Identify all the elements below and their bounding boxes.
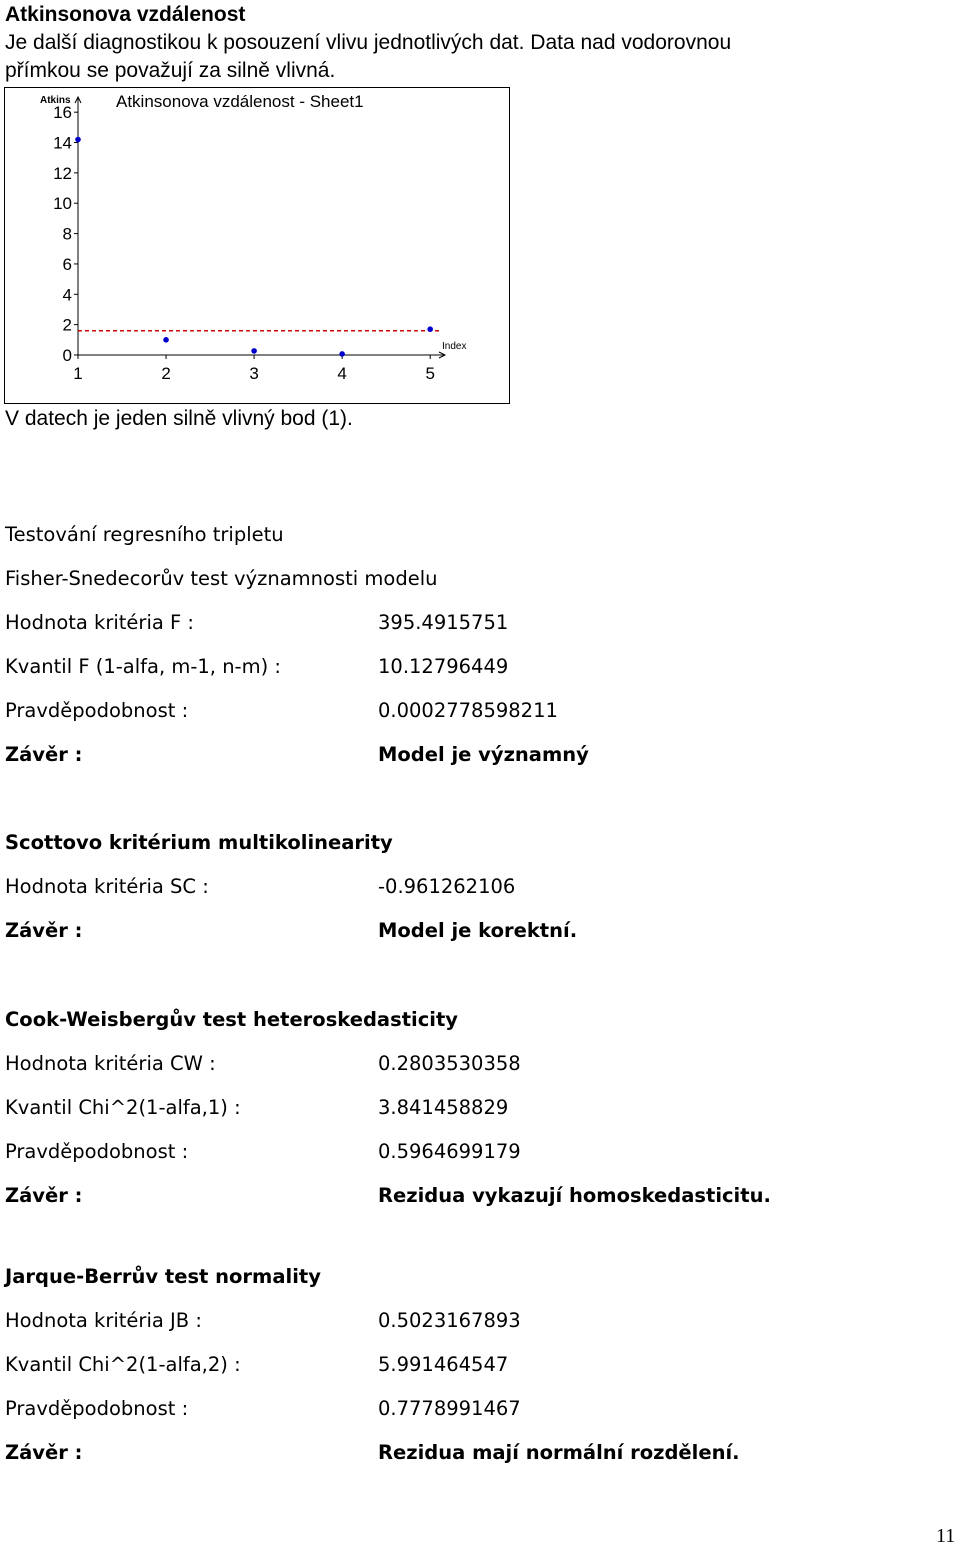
section-title: Fisher-Snedecorův test významnosti model… [5, 567, 438, 590]
point [251, 348, 257, 354]
intro-line: Je další diagnostikou k posouzení vlivu … [5, 31, 732, 54]
chart: Atkinsonova vzdálenost - Sheet1 Atkins Ind… [4, 87, 510, 404]
row-label: Hodnota kritéria SC : [5, 875, 209, 898]
page-number: 11 [936, 1525, 956, 1547]
point [339, 351, 345, 357]
row-value: 0.5964699179 [378, 1140, 521, 1163]
row-label: Kvantil Chi^2(1-alfa,1) : [5, 1096, 241, 1119]
row-label: Kvantil Chi^2(1-alfa,2) : [5, 1353, 241, 1376]
row-value: 0.0002778598211 [378, 699, 558, 722]
y-tick-label: 10 [53, 194, 72, 213]
row-label: Závěr : [5, 919, 83, 942]
heading: Atkinsonova vzdálenost [5, 3, 246, 26]
x-tick-label: 1 [73, 364, 82, 383]
x-tick-label: 5 [425, 364, 434, 383]
intro-line: přímkou se považují za silně vlivná. [5, 59, 336, 82]
row-value: 3.841458829 [378, 1096, 509, 1119]
row-value: 0.7778991467 [378, 1397, 521, 1420]
section-title: Jarque-Berrův test normality [5, 1265, 321, 1288]
y-tick-label: 2 [63, 316, 72, 335]
y-tick-label: 14 [53, 134, 72, 153]
y-axis-label: Atkins [40, 95, 71, 106]
point [427, 326, 433, 332]
row-label: Pravděpodobnost : [5, 699, 189, 722]
x-axis-label: Index [442, 341, 466, 352]
row-value: 395.4915751 [378, 611, 509, 634]
point [163, 337, 169, 343]
row-label: Kvantil F (1-alfa, m-1, n-m) : [5, 655, 281, 678]
row-value: Model je korektní. [378, 919, 578, 942]
row-label: Hodnota kritéria JB : [5, 1309, 202, 1332]
note: V datech je jeden silně vlivný bod (1). [5, 407, 353, 430]
chart-title: Atkinsonova vzdálenost - Sheet1 [116, 92, 364, 111]
y-tick-label: 16 [53, 103, 72, 122]
y-tick-label: 8 [63, 225, 72, 244]
row-value: 5.991464547 [378, 1353, 509, 1376]
y-tick-label: 6 [63, 255, 72, 274]
row-label: Pravděpodobnost : [5, 1397, 189, 1420]
row-value: 0.5023167893 [378, 1309, 521, 1332]
section-title: Testování regresního tripletu [5, 523, 284, 546]
row-value: -0.961262106 [378, 875, 516, 898]
row-value: Rezidua mají normální rozdělení. [378, 1441, 740, 1464]
row-label: Pravděpodobnost : [5, 1140, 189, 1163]
y-arrow [74, 95, 82, 104]
x-tick-label: 4 [337, 364, 346, 383]
y-tick-label: 12 [53, 164, 72, 183]
x-tick-label: 3 [249, 364, 258, 383]
row-label: Závěr : [5, 1441, 83, 1464]
row-value: Model je významný [378, 743, 589, 766]
point [75, 136, 81, 143]
x-tick-label: 2 [161, 364, 170, 383]
row-label: Hodnota kritéria F : [5, 611, 194, 634]
y-tick-label: 0 [63, 346, 72, 365]
row-value: 10.12796449 [378, 655, 509, 678]
section-title: Cook-Weisbergův test heteroskedasticity [5, 1008, 458, 1031]
row-label: Hodnota kritéria CW : [5, 1052, 216, 1075]
row-label: Závěr : [5, 1184, 83, 1207]
row-label: Závěr : [5, 743, 83, 766]
row-value: 0.2803530358 [378, 1052, 521, 1075]
chart-frame [4, 87, 510, 404]
row-value: Rezidua vykazují homoskedasticitu. [378, 1184, 771, 1207]
section-title: Scottovo kritérium multikolinearity [5, 831, 393, 854]
x-arrow [438, 351, 447, 359]
y-tick-label: 4 [63, 285, 72, 304]
